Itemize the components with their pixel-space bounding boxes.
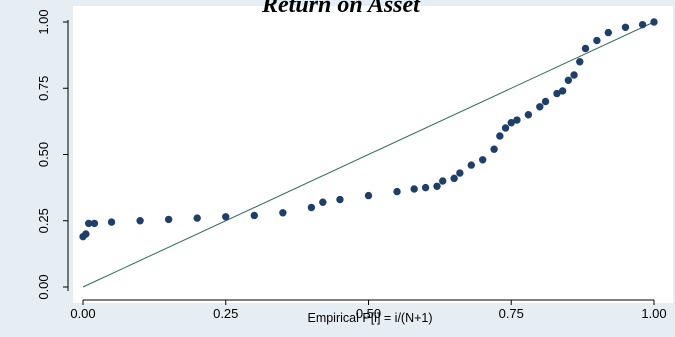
x-tick-label: 0.00 bbox=[70, 306, 95, 321]
y-tick-label: 0.75 bbox=[36, 76, 51, 101]
data-point bbox=[222, 213, 230, 221]
y-tick-label: 1.00 bbox=[36, 9, 51, 34]
data-point bbox=[650, 18, 658, 26]
plot-background bbox=[73, 6, 673, 303]
y-tick-label: 0.25 bbox=[36, 208, 51, 233]
data-point bbox=[410, 185, 418, 193]
data-point bbox=[90, 219, 99, 228]
x-tick-label: 0.25 bbox=[213, 306, 238, 321]
data-point bbox=[336, 195, 344, 204]
y-tick-label: 0.50 bbox=[36, 142, 51, 167]
x-tick-label: 1.00 bbox=[641, 306, 666, 321]
y-ticks: 0.00 0.25 0.50 0.75 1.00 bbox=[36, 9, 68, 300]
data-point bbox=[82, 230, 90, 238]
x-tick-label: 0.75 bbox=[499, 306, 524, 321]
data-point bbox=[250, 211, 259, 220]
data-points bbox=[79, 18, 658, 241]
data-point bbox=[456, 169, 464, 177]
reference-line bbox=[82, 21, 655, 288]
data-point bbox=[541, 97, 550, 106]
data-point bbox=[558, 87, 567, 95]
data-point bbox=[581, 44, 590, 53]
data-point bbox=[319, 198, 327, 206]
data-point bbox=[439, 177, 447, 185]
data-point bbox=[496, 132, 504, 140]
data-point bbox=[164, 215, 173, 224]
data-point bbox=[307, 203, 316, 212]
data-point bbox=[524, 111, 533, 119]
data-point bbox=[107, 218, 116, 226]
data-point bbox=[501, 124, 510, 132]
data-point bbox=[536, 103, 544, 111]
data-point bbox=[450, 174, 458, 183]
x-ticks: 0.00 0.25 0.50 0.75 1.00 bbox=[70, 300, 667, 321]
data-point bbox=[136, 217, 144, 225]
x-tick-label: 0.50 bbox=[356, 306, 381, 321]
y-tick-label: 0.00 bbox=[36, 274, 51, 299]
data-point bbox=[421, 183, 430, 192]
data-point bbox=[570, 71, 578, 79]
data-point bbox=[364, 191, 373, 200]
data-point bbox=[576, 58, 584, 66]
data-point bbox=[638, 20, 647, 29]
data-point bbox=[479, 156, 487, 164]
data-point bbox=[393, 187, 401, 196]
x-axis-title: Empirical P[i] = i/(N+1) bbox=[307, 311, 432, 325]
data-point bbox=[490, 145, 498, 153]
data-point bbox=[593, 36, 601, 45]
data-point bbox=[513, 116, 521, 124]
data-point bbox=[621, 23, 630, 31]
data-point bbox=[604, 28, 613, 37]
data-point bbox=[193, 214, 201, 222]
chart-title: Return on Asset bbox=[261, 0, 421, 18]
data-point bbox=[564, 76, 573, 85]
data-point bbox=[279, 209, 287, 217]
data-point bbox=[467, 161, 475, 169]
data-point bbox=[433, 182, 441, 191]
